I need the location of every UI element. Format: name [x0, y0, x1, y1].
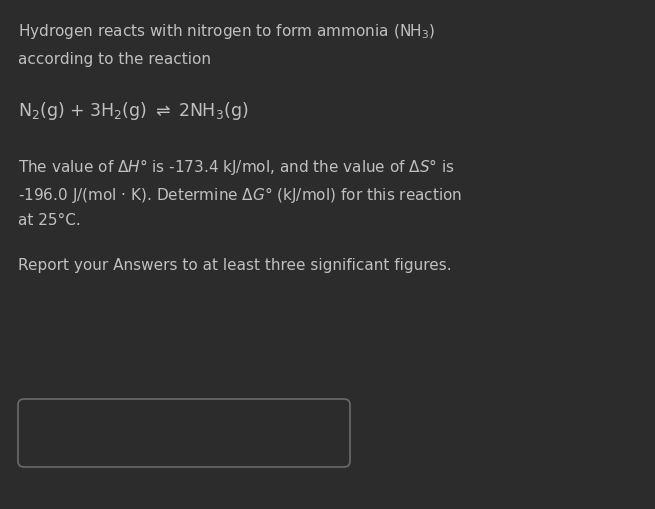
Text: The value of $\Delta H°$ is -173.4 kJ/mol, and the value of $\Delta S°$ is: The value of $\Delta H°$ is -173.4 kJ/mo…: [18, 157, 455, 177]
Text: at 25°C.: at 25°C.: [18, 213, 81, 228]
Text: N$_2$(g) + 3H$_2$(g) $\rightleftharpoons$ 2NH$_3$(g): N$_2$(g) + 3H$_2$(g) $\rightleftharpoons…: [18, 100, 248, 122]
Text: -196.0 J/(mol · K). Determine $\Delta G°$ (kJ/mol) for this reaction: -196.0 J/(mol · K). Determine $\Delta G°…: [18, 185, 462, 205]
Text: according to the reaction: according to the reaction: [18, 52, 211, 67]
Text: Report your Answers to at least three significant figures.: Report your Answers to at least three si…: [18, 258, 452, 272]
FancyBboxPatch shape: [18, 399, 350, 467]
Text: Hydrogen reacts with nitrogen to form ammonia (NH$_3$): Hydrogen reacts with nitrogen to form am…: [18, 22, 436, 41]
